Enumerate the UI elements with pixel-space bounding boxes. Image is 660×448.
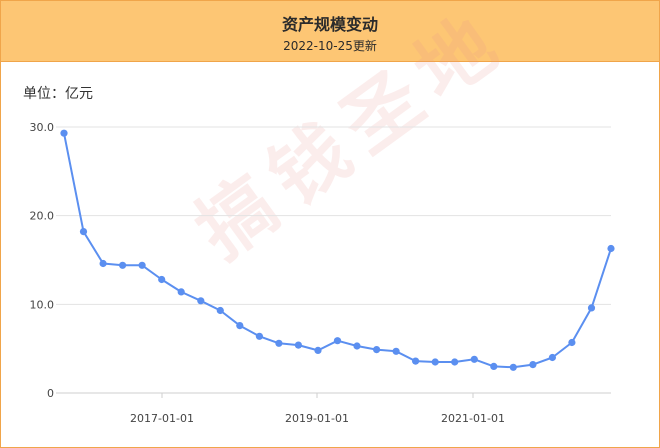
data-point	[294, 341, 302, 349]
data-point	[79, 228, 88, 236]
data-point	[138, 261, 146, 269]
data-point	[275, 339, 283, 347]
data-point	[451, 358, 459, 366]
data-point	[568, 338, 576, 347]
unit-label: 单位：亿元	[23, 86, 93, 102]
data-point	[60, 129, 68, 137]
series-line	[63, 133, 612, 369]
update-date: 2022-10-25更新	[283, 39, 377, 53]
data-point	[529, 361, 537, 369]
data-point	[158, 275, 166, 284]
data-point	[177, 288, 185, 296]
data-point	[99, 259, 107, 268]
data-point	[255, 332, 263, 340]
data-point	[373, 346, 381, 354]
data-point	[333, 337, 342, 345]
data-point	[607, 244, 615, 253]
data-point	[216, 306, 224, 315]
data-point	[236, 322, 244, 330]
data-point	[431, 358, 439, 366]
data-point	[412, 357, 420, 365]
x-tick-label: 2017-01-01	[130, 412, 194, 425]
data-point	[392, 347, 400, 355]
data-point	[548, 353, 557, 362]
data-point	[490, 362, 498, 370]
chart-header: 资产规模变动 2022-10-25更新	[1, 1, 659, 62]
y-tick-label: 30.0	[30, 121, 55, 134]
y-tick-label: 10.0	[30, 298, 55, 311]
y-tick-label: 20.0	[30, 210, 55, 223]
y-tick-label: 0	[47, 387, 54, 400]
x-tick-label: 2021-01-01	[441, 412, 505, 425]
chart-title: 资产规模变动	[281, 15, 378, 34]
x-tick-label: 2019-01-01	[285, 412, 349, 425]
data-point	[587, 304, 596, 312]
data-point	[314, 346, 322, 354]
data-point	[119, 261, 127, 269]
data-point	[197, 297, 205, 305]
data-point	[509, 363, 517, 371]
data-point	[353, 342, 361, 350]
data-point	[470, 355, 478, 363]
